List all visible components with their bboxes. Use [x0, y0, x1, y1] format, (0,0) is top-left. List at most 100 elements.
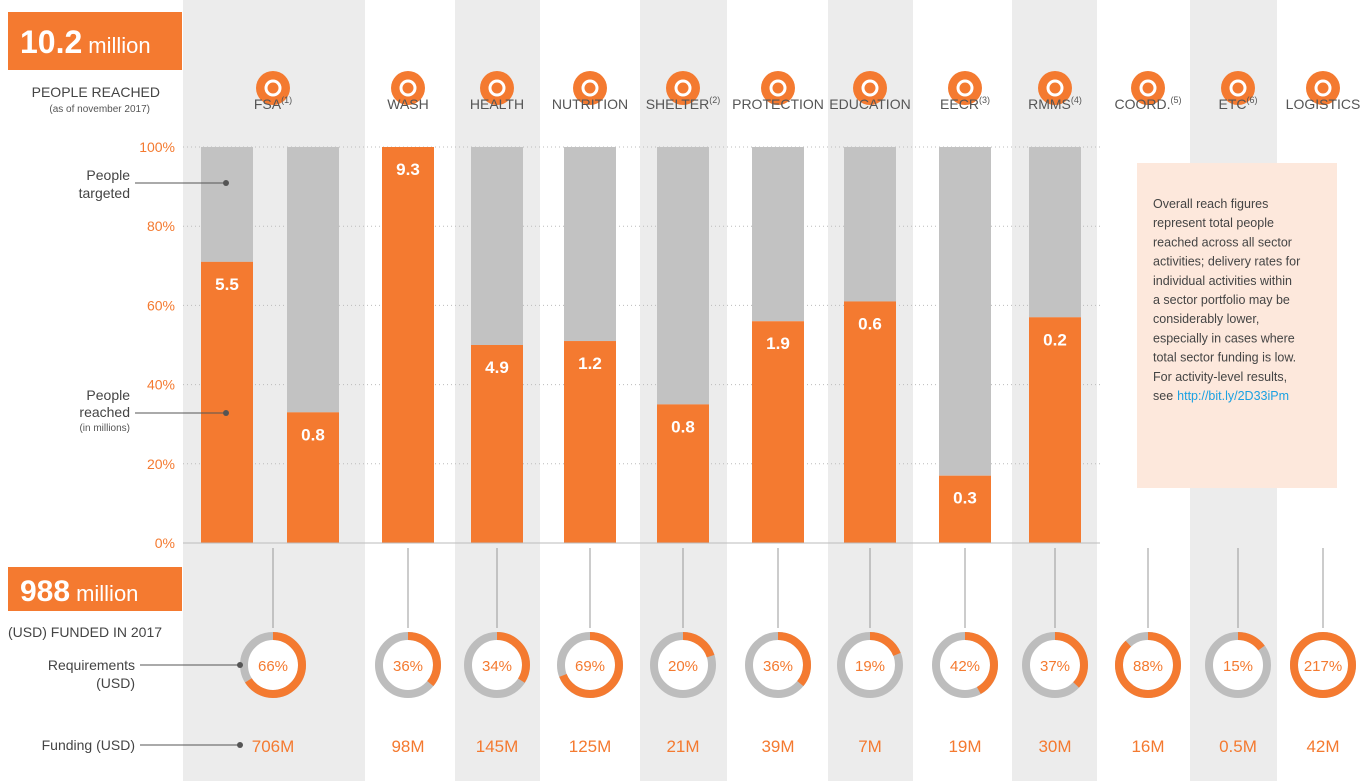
sector-name: SHELTER [646, 96, 710, 112]
funding-label: 0.5M [1219, 737, 1257, 756]
sector-icon-glyph [488, 79, 506, 97]
funded-pct-label: 20% [668, 658, 698, 675]
y-tick-label: 20% [147, 456, 175, 472]
target-bar [287, 147, 339, 413]
sector-icon-glyph [1229, 79, 1247, 97]
leader-dot [223, 410, 229, 416]
sector-icon-glyph [1139, 79, 1157, 97]
funding-label: 16M [1131, 737, 1164, 756]
funded-pct-label: 69% [575, 658, 605, 675]
funding-label: 125M [569, 737, 612, 756]
sector-icon-glyph [1314, 79, 1332, 97]
sector-name: PROTECTION [732, 96, 824, 112]
funded-arc [557, 632, 623, 698]
sector-note: (4) [1071, 95, 1082, 105]
target-bar [1029, 147, 1081, 318]
reached-bar [564, 341, 616, 543]
funded-arc [1290, 632, 1356, 698]
reached-caption: PEOPLE REACHED [32, 84, 160, 100]
y-tick-label: 60% [147, 297, 175, 313]
note-line: a sector portfolio may be [1153, 293, 1290, 307]
sector-icon-glyph [264, 79, 282, 97]
sector-label: NUTRITION [552, 96, 628, 112]
sector-icon-glyph [769, 79, 787, 97]
funded-arc [464, 632, 530, 698]
funded-caption: (USD) FUNDED IN 2017 [8, 624, 162, 640]
sector-icon-glyph [674, 79, 692, 97]
note-line: activities; delivery rates for [1153, 255, 1300, 269]
funding-label: 21M [666, 737, 699, 756]
reached-headline: 10.2 million [20, 24, 151, 60]
sector-icon [1038, 71, 1072, 105]
funded-arc [650, 632, 716, 698]
funded-box [8, 567, 182, 611]
sector-label: FSA(1) [254, 95, 292, 112]
sector-note: (1) [281, 95, 292, 105]
funded-pct-label: 42% [950, 658, 980, 675]
sector-label: LOGISTICS [1286, 96, 1361, 112]
funded-arc [745, 632, 811, 698]
sector-label: EDUCATION [829, 96, 910, 112]
reached-label: 1.9 [766, 334, 790, 353]
note-line: considerably lower, [1153, 312, 1259, 326]
reached-bar [201, 261, 253, 543]
funding-label: 30M [1038, 737, 1071, 756]
requirements-ann: (USD) [96, 675, 135, 691]
targeted-label: targeted [79, 185, 130, 201]
leader-dot [223, 180, 229, 186]
funded-unit: million [76, 581, 138, 606]
note-line: reached across all sector [1153, 235, 1292, 249]
note-link[interactable]: http://bit.ly/2D33iPm [1177, 389, 1289, 403]
sector-name: COORD. [1115, 96, 1171, 112]
sector-icon [948, 71, 982, 105]
target-bar [844, 147, 896, 302]
reached-unit-ann: (in millions) [79, 423, 130, 434]
reached-bar [657, 404, 709, 543]
reached-bar [471, 345, 523, 543]
funded-number: 988 [20, 575, 70, 608]
sector-name: FSA [254, 96, 282, 112]
leader-dot [237, 742, 243, 748]
funded-arc [375, 632, 441, 698]
sector-icon [761, 71, 795, 105]
note-line: represent total people [1153, 216, 1274, 230]
reached-bar [752, 321, 804, 543]
sector-icon [1221, 71, 1255, 105]
sector-icon [853, 71, 887, 105]
sector-name: NUTRITION [552, 96, 628, 112]
funded-arc [240, 632, 306, 698]
note-line: total sector funding is low. [1153, 351, 1296, 365]
note-box [1137, 163, 1337, 488]
sector-label: PROTECTION [732, 96, 824, 112]
funded-arc [1022, 632, 1088, 698]
sector-note: (6) [1247, 95, 1258, 105]
funded-pct-label: 36% [393, 658, 423, 675]
sector-label: RMMS(4) [1028, 95, 1082, 112]
sector-icon-glyph [399, 79, 417, 97]
funded-pct-label: 217% [1304, 658, 1342, 675]
sector-name: RMMS [1028, 96, 1071, 112]
funding-label: 98M [391, 737, 424, 756]
sector-icon-glyph [1046, 79, 1064, 97]
sector-icon-glyph [956, 79, 974, 97]
funded-pct-label: 37% [1040, 658, 1070, 675]
sector-icon-glyph [581, 79, 599, 97]
reached-label: 0.3 [953, 489, 977, 508]
funding-label: 145M [476, 737, 519, 756]
reached-bar [382, 147, 434, 543]
reached-ann: People [86, 387, 130, 403]
sector-icon [666, 71, 700, 105]
reached-label: 0.8 [301, 425, 325, 444]
target-bar [201, 147, 253, 262]
funded-headline: 988 million [20, 575, 138, 608]
funded-arc [932, 632, 998, 698]
reached-bar [939, 475, 991, 543]
sector-label: HEALTH [470, 96, 524, 112]
funded-pct-label: 15% [1223, 658, 1253, 675]
note-line: For activity-level results, [1153, 370, 1287, 384]
reached-bar [1029, 317, 1081, 543]
reached-label: 0.8 [671, 417, 695, 436]
sector-icon [1306, 71, 1340, 105]
reached-label: 9.3 [396, 160, 420, 179]
